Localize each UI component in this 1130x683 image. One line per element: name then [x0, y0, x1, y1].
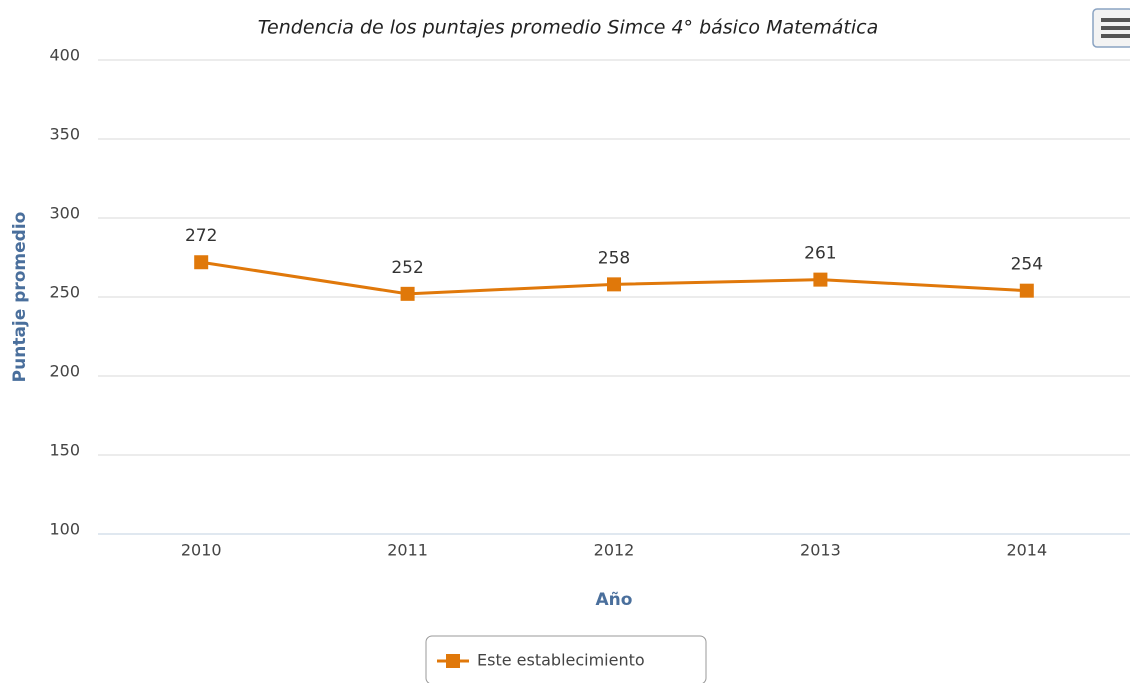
y-tick-label: 300 — [49, 204, 80, 223]
data-label: 272 — [185, 226, 217, 246]
legend-label: Este establecimiento — [477, 651, 645, 670]
x-tick-label: 2010 — [181, 541, 222, 560]
menu-button[interactable] — [1092, 8, 1130, 48]
chart-title: Tendencia de los puntajes promedio Simce… — [258, 17, 878, 39]
y-tick-label: 400 — [49, 46, 80, 65]
x-axis-title: Año — [596, 590, 633, 610]
y-tick-label: 200 — [49, 362, 80, 381]
x-tick-label: 2012 — [594, 541, 635, 560]
y-tick-label: 350 — [49, 125, 80, 144]
x-tick-label: 2014 — [1006, 541, 1047, 560]
y-tick-label: 250 — [49, 283, 80, 302]
data-label: 254 — [1011, 255, 1043, 275]
y-tick-label: 150 — [49, 441, 80, 460]
point-marker — [813, 272, 828, 287]
point-marker — [400, 286, 415, 301]
point-marker — [194, 255, 209, 270]
y-axis-title: Puntaje promedio — [10, 212, 30, 383]
y-tick-label: 100 — [49, 520, 80, 539]
data-label: 258 — [598, 248, 630, 268]
data-label: 261 — [804, 244, 836, 264]
x-tick-label: 2013 — [800, 541, 841, 560]
data-label: 252 — [391, 258, 423, 278]
point-marker — [1019, 283, 1034, 298]
legend-box — [425, 635, 707, 683]
x-tick-label: 2011 — [387, 541, 428, 560]
point-marker — [607, 277, 621, 292]
legend-marker — [446, 654, 460, 668]
